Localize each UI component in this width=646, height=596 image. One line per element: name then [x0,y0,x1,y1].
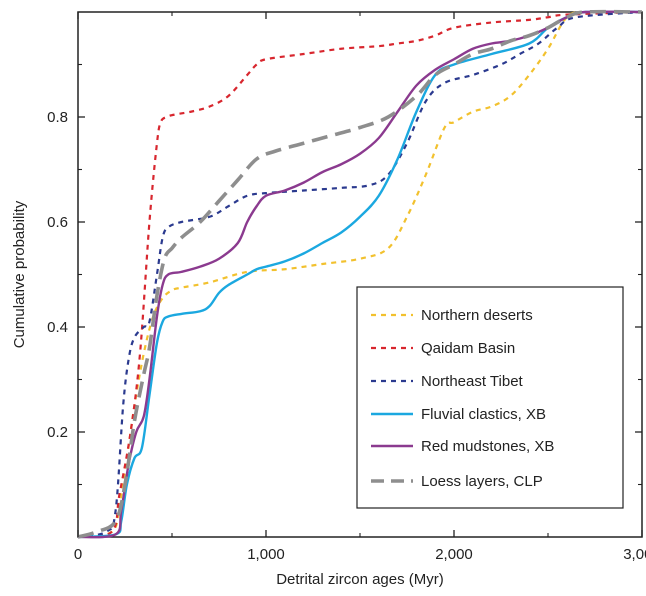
legend-label-fluvial-clastics-xb: Fluvial clastics, XB [421,406,546,423]
ticks-layer: 0 1,000 2,000 3,000 0.2 0.4 0.6 0.8 [47,12,646,563]
x-tick-label: 2,000 [435,546,473,563]
series-line-loess-layers-clp [77,9,643,539]
legend-label-qaidam-basin: Qaidam Basin [421,340,515,357]
series-line-fluvial-clastics-xb [77,10,643,539]
legend-box [356,286,624,509]
series-line-red-mudstones-xb [77,10,643,539]
y-tick-label: 0.6 [47,214,68,231]
x-tick-label: 3,000 [623,546,646,563]
legend: Northern deserts Qaidam Basin Northeast Ti… [356,286,624,509]
series-layer [77,9,643,539]
legend-label-red-mudstones-xb: Red mudstones, XB [421,438,554,455]
legend-label-loess-layers-clp: Loess layers, CLP [421,473,543,490]
x-tick-label: 1,000 [247,546,285,563]
legend-label-northern-deserts: Northern deserts [421,307,533,324]
series-line-northeast-tibet [77,10,643,539]
legend-label-northeast-tibet: Northeast Tibet [421,373,524,390]
x-tick-label: 0 [74,546,82,563]
series-line-northern-deserts [77,10,643,539]
y-axis-title: Cumulative probability [11,200,28,348]
series-line-qaidam-basin [77,10,643,539]
y-tick-label: 0.4 [47,319,68,336]
y-tick-label: 0.8 [47,109,68,126]
plot-area: 0 1,000 2,000 3,000 0.2 0.4 0.6 0.8 [47,9,646,563]
y-tick-label: 0.2 [47,424,68,441]
x-axis-title: Detrital zircon ages (Myr) [276,571,444,588]
